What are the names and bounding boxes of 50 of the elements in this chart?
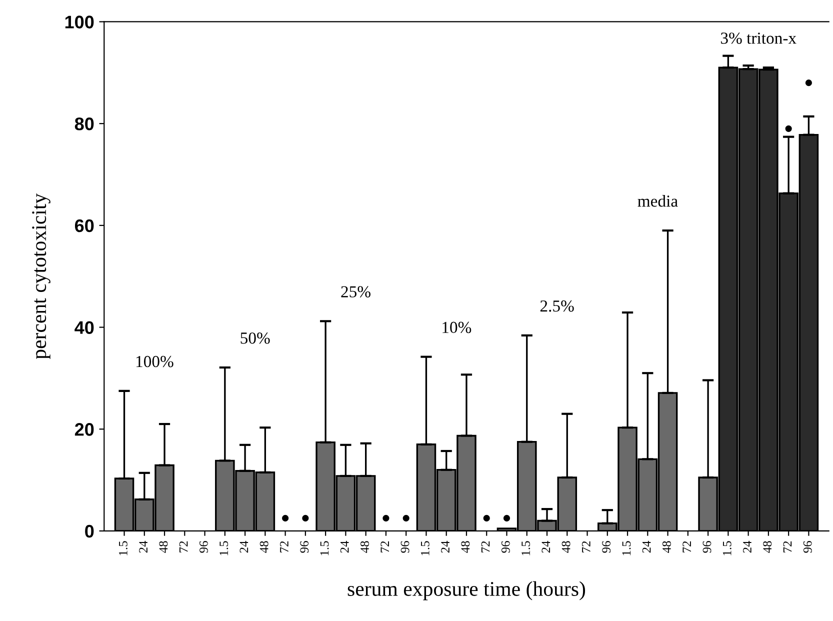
annotation: 10% <box>442 322 472 334</box>
x-tick-label: 48 <box>260 541 268 553</box>
y-tick-label: 80 <box>74 118 94 130</box>
y-tick-label: 60 <box>74 219 94 232</box>
annotation: 100% <box>136 356 174 368</box>
annotation: media <box>638 195 678 207</box>
y-tick-label: 40 <box>74 321 94 334</box>
x-tick-label: 72 <box>783 541 792 552</box>
y-tick-label: 20 <box>74 423 94 436</box>
x-tick-label: 1.5 <box>622 541 631 556</box>
x-tick-label: 1.5 <box>722 541 732 556</box>
x-tick-label: 48 <box>159 541 168 553</box>
x-tick-label: 24 <box>139 540 148 553</box>
x-tick-label: 1.5 <box>320 541 329 556</box>
x-tick-label: 48 <box>360 541 369 553</box>
x-tick-label: 96 <box>602 541 611 553</box>
y-tick-label: 0 <box>85 524 94 538</box>
x-tick-label: 24 <box>441 540 450 553</box>
x-tick-label: 48 <box>763 541 772 553</box>
x-tick-label: 1.5 <box>220 541 228 556</box>
x-tick-label: 96 <box>400 541 410 553</box>
x-tick-label: 72 <box>179 541 188 552</box>
x-axis-title: serum exposure time (hours) <box>348 581 586 600</box>
x-tick-label: 48 <box>562 541 570 553</box>
x-tick-label: 24 <box>340 540 349 553</box>
annotation: 50% <box>240 332 270 344</box>
annotation: 2.5% <box>540 300 574 312</box>
x-tick-label: 72 <box>582 541 590 552</box>
x-tick-label: 96 <box>300 541 309 553</box>
x-tick-label: 96 <box>501 541 510 553</box>
x-tick-label: 96 <box>803 541 812 553</box>
x-tick-label: 96 <box>702 541 712 553</box>
x-tick-label: 48 <box>461 541 470 553</box>
x-tick-label: 48 <box>662 541 671 553</box>
x-tick-label: 96 <box>200 541 208 553</box>
x-tick-label: 24 <box>743 540 752 553</box>
x-tick-label: 72 <box>380 541 389 552</box>
x-tick-label: 1.5 <box>119 541 128 556</box>
annotation: 25% <box>341 286 370 298</box>
x-tick-label: 24 <box>542 540 550 553</box>
y-tick-label: 100 <box>65 16 94 28</box>
y-axis-title: percent cytotoxicity <box>32 193 50 360</box>
x-tick-label: 72 <box>682 541 691 552</box>
x-tick-label: 72 <box>280 541 288 552</box>
x-tick-label: 1.5 <box>420 541 430 556</box>
x-tick-label: 72 <box>481 541 490 552</box>
annotation: 3% triton-x <box>720 32 796 44</box>
x-tick-label: 1.5 <box>522 541 530 556</box>
x-tick-label: 24 <box>240 540 248 553</box>
x-tick-label: 24 <box>642 540 651 553</box>
